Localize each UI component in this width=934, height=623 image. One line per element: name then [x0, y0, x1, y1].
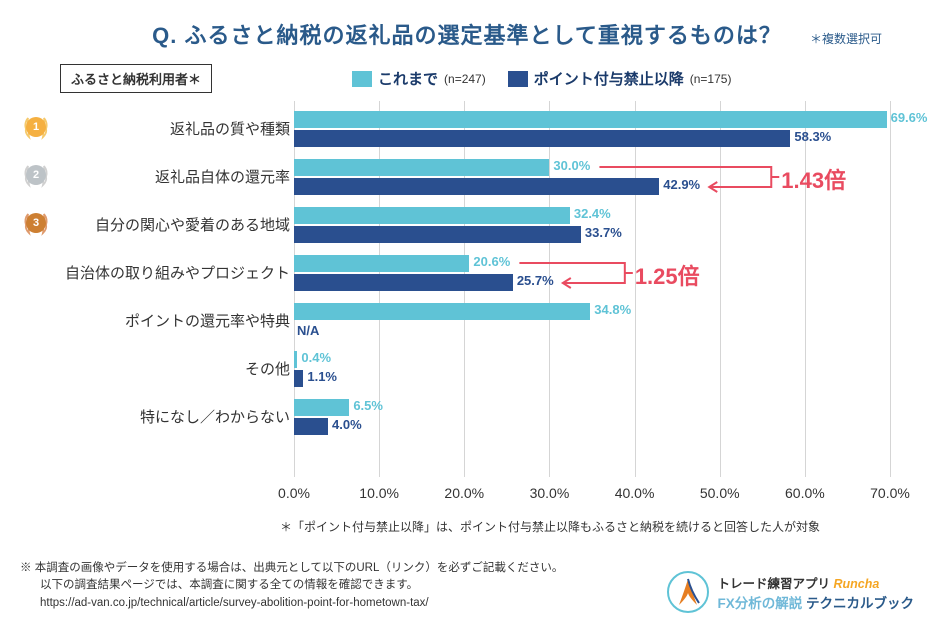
footer-line-2: 以下の調査結果ページでは、本調査に関する全ての情報を確認できます。 — [20, 577, 563, 595]
bar-series-1: 69.6% — [294, 111, 887, 128]
bar-series-2: 58.3% — [294, 130, 790, 147]
chart-row: ポイントの還元率や特典34.8%N/A — [24, 297, 914, 345]
x-axis-label: 70.0% — [870, 485, 910, 501]
bar-value-1: 69.6% — [891, 110, 928, 125]
footer-citation: ※ 本調査の画像やデータを使用する場合は、出典元として以下のURL（リンク）を必… — [20, 560, 563, 613]
bar-series-1: 6.5% — [294, 399, 349, 416]
bar-value-2: 1.1% — [307, 369, 337, 384]
title-footnote: ＊複数選択可 — [810, 30, 882, 47]
bar-series-1: 34.8% — [294, 303, 590, 320]
bar-series-2: 33.7% — [294, 226, 581, 243]
na-label: N/A — [297, 323, 319, 338]
chart-footnote: ＊「ポイント付与禁止以降」は、ポイント付与禁止以降もふるさと納税を続けると回答し… — [280, 518, 820, 535]
bar-series-1: 0.4% — [294, 351, 297, 368]
chart-row: 3自分の関心や愛着のある地域32.4%33.7% — [24, 201, 914, 249]
brand-line-2: FX分析の解説 テクニカルブック — [717, 592, 914, 612]
legend-n-1: (n=247) — [444, 72, 486, 86]
user-filter-box: ふるさと納税利用者＊ — [60, 64, 212, 93]
bar-series-2: 1.1% — [294, 370, 303, 387]
brand-logo-icon — [667, 571, 709, 613]
category-label: ポイントの還元率や特典 — [24, 310, 290, 331]
legend-n-2: (n=175) — [690, 72, 732, 86]
chart-row: その他 0.4% 1.1% — [24, 345, 914, 393]
category-label: 返礼品の質や種類 — [24, 118, 290, 139]
legend-swatch-2 — [508, 71, 528, 87]
category-label: 自分の関心や愛着のある地域 — [24, 214, 290, 235]
x-axis-label: 10.0% — [359, 485, 399, 501]
legend-label-2: ポイント付与禁止以降 — [534, 68, 684, 89]
subtitle-row: ふるさと納税利用者＊ これまで (n=247) ポイント付与禁止以降 (n=17… — [0, 64, 934, 93]
x-axis-label: 40.0% — [615, 485, 655, 501]
brand-bot-light: FX分析の解説 — [717, 596, 806, 611]
x-axis-label: 0.0% — [278, 485, 310, 501]
footer-line-1: ※ 本調査の画像やデータを使用する場合は、出典元として以下のURL（リンク）を必… — [20, 560, 563, 578]
chart-row: 1返礼品の質や種類69.6%58.3% — [24, 105, 914, 153]
legend-item-1: これまで (n=247) — [352, 68, 486, 89]
category-label: その他 — [24, 358, 290, 379]
brand-bot-bold: テクニカルブック — [806, 596, 914, 611]
footer-brand: トレード練習アプリ Runcha FX分析の解説 テクニカルブック — [667, 571, 914, 613]
bar-series-1: 32.4% — [294, 207, 570, 224]
category-label: 特になし／わからない — [24, 406, 290, 427]
x-axis-label: 60.0% — [785, 485, 825, 501]
bar-value-2: 4.0% — [332, 417, 362, 432]
brand-text: トレード練習アプリ Runcha FX分析の解説 テクニカルブック — [717, 573, 914, 612]
legend-item-2: ポイント付与禁止以降 (n=175) — [508, 68, 732, 89]
legend: これまで (n=247) ポイント付与禁止以降 (n=175) — [352, 68, 731, 89]
callout-arrow — [24, 249, 924, 297]
bar-value-1: 0.4% — [301, 350, 331, 365]
footer-line-3: https://ad-van.co.jp/technical/article/s… — [20, 595, 563, 613]
bar-series-2: 4.0% — [294, 418, 328, 435]
legend-label-1: これまで — [378, 68, 438, 89]
x-axis-label: 50.0% — [700, 485, 740, 501]
legend-swatch-1 — [352, 71, 372, 87]
callout-arrow — [24, 153, 924, 201]
footer: ※ 本調査の画像やデータを使用する場合は、出典元として以下のURL（リンク）を必… — [20, 560, 914, 613]
bar-value-1: 6.5% — [353, 398, 383, 413]
bar-value-2: 58.3% — [794, 129, 831, 144]
bar-chart: 0.0% 10.0% 20.0% 30.0% 40.0% 50.0% 60.0% 70.0% 1… — [24, 101, 914, 501]
bar-value-1: 34.8% — [594, 302, 631, 317]
brand-line-1: トレード練習アプリ Runcha — [717, 573, 914, 592]
bar-value-2: 33.7% — [585, 225, 622, 240]
brand-top-accent: Runcha — [833, 577, 879, 591]
brand-top-pre: トレード練習アプリ — [717, 577, 833, 591]
x-axis-label: 30.0% — [530, 485, 570, 501]
x-axis-label: 20.0% — [444, 485, 484, 501]
bar-value-1: 32.4% — [574, 206, 611, 221]
chart-row: 特になし／わからない6.5%4.0% — [24, 393, 914, 441]
chart-title: Q. ふるさと納税の返礼品の選定基準として重視するものは？ — [0, 0, 934, 50]
